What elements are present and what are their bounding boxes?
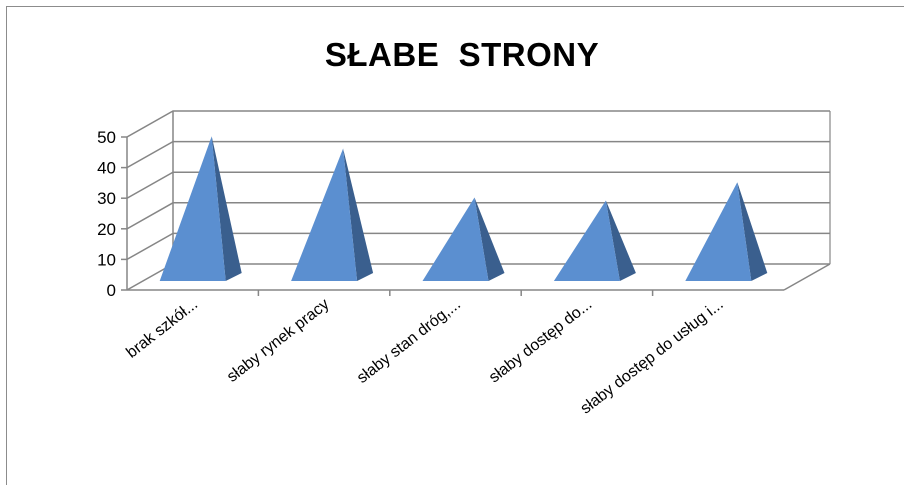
pyramid-side-face bbox=[211, 136, 242, 281]
y-tick-label: 50 bbox=[97, 128, 116, 147]
pyramid-front-face bbox=[685, 182, 752, 281]
x-category-labels: brak szkół... słaby rynek pracy słaby stan… bbox=[123, 296, 726, 418]
x-category-label: brak szkół... bbox=[123, 296, 201, 362]
y-tick-label: 10 bbox=[97, 250, 116, 269]
pyramid-side-face bbox=[737, 182, 768, 281]
x-category-label: słaby rynek pracy bbox=[224, 296, 333, 386]
gridline bbox=[126, 171, 830, 199]
pyramid-side-face bbox=[343, 148, 374, 281]
gridline bbox=[126, 110, 830, 138]
pyramid-side-face bbox=[605, 200, 636, 281]
pyramid-series bbox=[159, 136, 768, 281]
pyramid-bar bbox=[685, 182, 768, 281]
x-category-label: słaby dostęp do usług i... bbox=[578, 296, 727, 418]
y-tick-label: 20 bbox=[97, 220, 116, 239]
pyramid-bar bbox=[291, 148, 374, 281]
pyramid-front-face bbox=[422, 197, 489, 281]
y-tick-label: 0 bbox=[107, 281, 116, 300]
pyramid-side-face bbox=[474, 197, 505, 281]
pyramid-front-face bbox=[291, 148, 358, 281]
y-tick-label: 30 bbox=[97, 189, 116, 208]
y-tick-label: 40 bbox=[97, 159, 116, 178]
x-category-label: słaby dostęp do... bbox=[486, 296, 595, 387]
y-tick-labels: 0 10 20 30 40 50 bbox=[97, 128, 116, 300]
pyramid-front-face bbox=[553, 200, 620, 281]
x-category-label: słaby stan dróg,... bbox=[354, 296, 464, 387]
chart-title: SŁABE STRONY bbox=[325, 36, 599, 73]
pyramid-bar bbox=[553, 200, 636, 281]
pyramid-bar bbox=[422, 197, 505, 281]
gridline bbox=[126, 140, 830, 169]
floor-right-edge bbox=[783, 263, 831, 291]
chart-walls bbox=[172, 111, 831, 264]
gridline bbox=[126, 202, 830, 230]
pyramid-front-face bbox=[159, 136, 226, 281]
axes bbox=[121, 136, 831, 296]
pyramid-bar bbox=[159, 136, 242, 281]
